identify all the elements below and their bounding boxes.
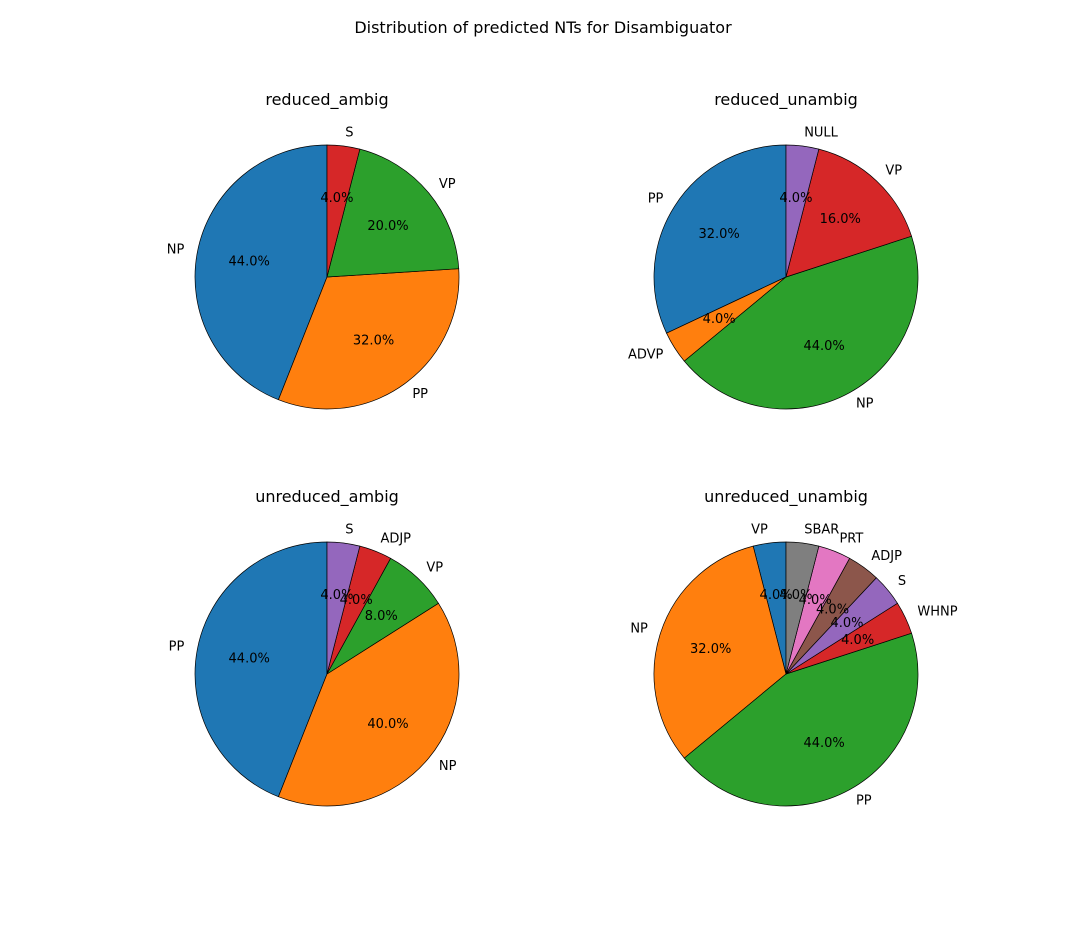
pie-slice-np bbox=[277, 602, 460, 807]
pie-slice-vp bbox=[326, 148, 460, 278]
slice-label: PRT bbox=[839, 532, 863, 547]
pie-slice-null bbox=[785, 144, 820, 278]
slice-percent-label: 4.0% bbox=[779, 588, 812, 603]
slice-label: VP bbox=[885, 164, 902, 179]
slice-label: PP bbox=[169, 639, 185, 654]
slice-percent-label: 4.0% bbox=[799, 593, 832, 608]
slice-label: WHNP bbox=[917, 605, 957, 620]
slice-label: VP bbox=[439, 177, 456, 192]
slice-label: NULL bbox=[804, 125, 838, 140]
slice-percent-label: 4.0% bbox=[841, 633, 874, 648]
slice-label: NP bbox=[630, 622, 648, 637]
pie-slice-np bbox=[194, 144, 328, 401]
pie-slice-vp bbox=[785, 148, 912, 278]
pie-title: reduced_ambig bbox=[265, 90, 388, 110]
slice-percent-label: 20.0% bbox=[367, 219, 408, 234]
slice-percent-label: 4.0% bbox=[760, 588, 793, 603]
pie-panel-unreduced_unambig: unreduced_unambig VP 4.0% NP 32.0% PP 44.0% WHN… bbox=[630, 487, 957, 809]
pie-slice-pp bbox=[653, 144, 787, 334]
slice-percent-label: 8.0% bbox=[365, 609, 398, 624]
pie-slice-np bbox=[683, 235, 919, 410]
slice-percent-label: 4.0% bbox=[320, 588, 353, 603]
pie-title: unreduced_unambig bbox=[704, 487, 868, 507]
pie-slice-sbar bbox=[785, 541, 820, 675]
slice-label: ADJP bbox=[871, 549, 902, 564]
pie-slice-s bbox=[326, 541, 361, 675]
pie-labels: PP 44.0% NP 40.0% VP 8.0% ADJP 4.0% S 4.0% bbox=[169, 522, 457, 774]
pie-title: unreduced_ambig bbox=[255, 487, 399, 507]
slice-label: PP bbox=[412, 387, 428, 402]
slice-percent-label: 16.0% bbox=[820, 212, 861, 227]
pie-slice-pp bbox=[194, 541, 328, 798]
pie-panel-reduced_ambig: reduced_ambig NP 44.0% PP 32.0% VP 20.0% S 4.0% bbox=[167, 90, 460, 410]
slice-label: NP bbox=[856, 397, 874, 412]
slice-percent-label: 4.0% bbox=[816, 602, 849, 617]
pie-labels: PP 32.0% ADVP 4.0% NP 44.0% VP 16.0% NULL 4.0% bbox=[628, 125, 902, 411]
slice-percent-label: 32.0% bbox=[690, 642, 731, 657]
slice-label: S bbox=[345, 125, 353, 140]
pie-title: reduced_unambig bbox=[714, 90, 858, 110]
slice-percent-label: 4.0% bbox=[779, 191, 812, 206]
pie-slice-np bbox=[653, 545, 787, 759]
slice-percent-label: 32.0% bbox=[698, 227, 739, 242]
slice-percent-label: 44.0% bbox=[803, 339, 844, 354]
slice-percent-label: 44.0% bbox=[229, 255, 270, 270]
slice-label: VP bbox=[426, 561, 443, 576]
slice-label: PP bbox=[856, 794, 872, 809]
slice-label: PP bbox=[648, 192, 664, 207]
pie-slice-pp bbox=[277, 268, 460, 410]
slice-label: ADJP bbox=[380, 532, 411, 547]
figure-title: Distribution of predicted NTs for Disamb… bbox=[354, 18, 732, 37]
slice-label: NP bbox=[167, 242, 185, 257]
slice-percent-label: 4.0% bbox=[831, 616, 864, 631]
slice-label: VP bbox=[751, 522, 768, 537]
slice-percent-label: 40.0% bbox=[367, 717, 408, 732]
slice-percent-label: 4.0% bbox=[320, 191, 353, 206]
slice-percent-label: 44.0% bbox=[229, 652, 270, 667]
slice-percent-label: 4.0% bbox=[703, 312, 736, 327]
slice-label: S bbox=[345, 522, 353, 537]
slice-percent-label: 4.0% bbox=[340, 593, 373, 608]
slice-percent-label: 32.0% bbox=[353, 334, 394, 349]
pie-panel-unreduced_ambig: unreduced_ambig PP 44.0% NP 40.0% VP 8.0% ADJP 4… bbox=[169, 487, 460, 807]
pie-slice-s bbox=[326, 144, 361, 278]
pie-labels: NP 44.0% PP 32.0% VP 20.0% S 4.0% bbox=[167, 125, 456, 402]
pie-slice-pp bbox=[683, 632, 919, 807]
pie-labels: VP 4.0% NP 32.0% PP 44.0% WHNP 4.0% S 4.0% ADJP 4.0… bbox=[630, 522, 957, 808]
pie-panel-reduced_unambig: reduced_unambig PP 32.0% ADVP 4.0% NP 44.0% VP 1… bbox=[628, 90, 919, 412]
slice-label: NP bbox=[439, 759, 457, 774]
slice-label: SBAR bbox=[804, 522, 839, 537]
slice-percent-label: 44.0% bbox=[803, 736, 844, 751]
slice-label: ADVP bbox=[628, 347, 664, 362]
slice-label: S bbox=[898, 574, 906, 589]
